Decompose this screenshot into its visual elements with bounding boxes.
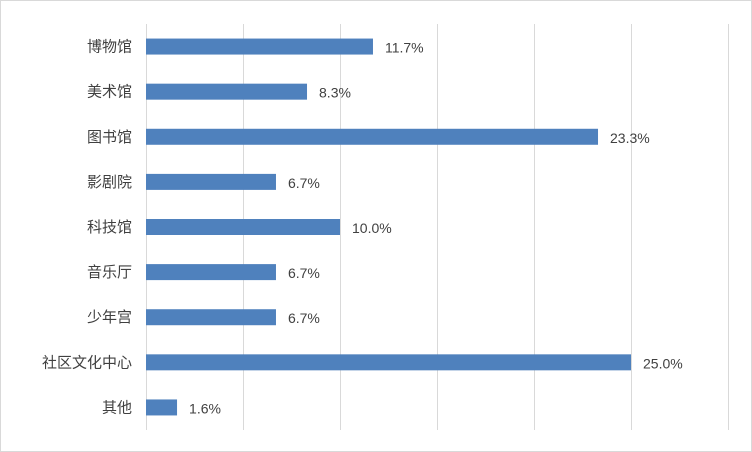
category-label: 音乐厅 [87,263,132,281]
category-label: 影剧院 [87,173,132,191]
data-label: 23.3% [610,130,650,146]
bars [146,38,631,416]
category-label: 美术馆 [87,83,132,101]
bar [146,38,373,55]
data-label: 10.0% [352,220,392,236]
data-label: 6.7% [288,265,320,281]
bar [146,309,276,326]
bar [146,264,276,281]
bar [146,173,276,190]
data-label: 25.0% [643,355,683,371]
data-label: 6.7% [288,175,320,191]
category-label: 博物馆 [87,38,132,56]
bar [146,399,178,416]
category-label: 社区文化中心 [42,353,132,371]
data-label: 8.3% [319,85,351,101]
category-label: 图书馆 [87,128,132,146]
category-label: 科技馆 [87,218,132,236]
bar [146,354,631,371]
data-label: 1.6% [189,400,221,416]
bar [146,219,340,235]
category-label: 少年宫 [87,308,132,326]
data-label: 11.7% [385,40,424,56]
bar [146,128,599,145]
data-labels: 11.7% 8.3% 23.3% 6.7% 10.0% 6.7% 6.7% 25.0% 1.6% [189,40,683,417]
bar [146,83,308,100]
category-label: 其他 [102,398,132,416]
data-label: 6.7% [288,310,320,326]
